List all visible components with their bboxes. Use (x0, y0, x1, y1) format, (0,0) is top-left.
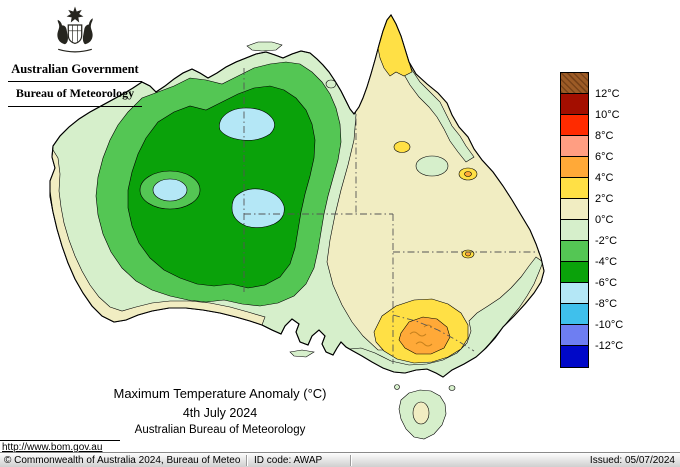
legend-label: -12°C (595, 340, 624, 352)
legend-label: 6°C (595, 151, 614, 163)
legend: 12°C 10°C 8°C 6°C 4°C 2°C 0°C -2°C -4°C -6°C -8°C -… (560, 72, 623, 368)
legend-label: -2°C (595, 235, 618, 247)
legend-swatch-ltm12 (561, 346, 588, 367)
footer-issued: Issued: 05/07/2024 (589, 454, 675, 466)
legend-label: -10°C (595, 319, 624, 331)
legend-swatch-p6_8 (561, 136, 588, 157)
region-lightblue-west (152, 178, 188, 202)
map-source: Australian Bureau of Meteorology (134, 424, 306, 436)
island-kangaroo (289, 349, 315, 358)
island-melville (246, 41, 283, 52)
region-yellow-spot-qld1 (393, 141, 411, 153)
footer-divider (350, 454, 352, 466)
crest-scroll (58, 48, 92, 53)
legend-label: 4°C (595, 172, 614, 184)
crest-star (66, 6, 84, 23)
footer-divider (246, 454, 248, 466)
legend-swatch-m2_0 (561, 220, 588, 241)
legend-label: 0°C (595, 214, 614, 226)
agency-title: Bureau of Meteorology (8, 82, 142, 107)
legend-label: 8°C (595, 130, 614, 142)
island-groote (325, 79, 337, 89)
footer-copyright: © Commonwealth of Australia 2024, Bureau… (4, 454, 240, 466)
region-darkgreen-core (127, 85, 316, 289)
footer-id-code: ID code: AWAP (254, 454, 323, 466)
legend-swatch-gt12 (561, 73, 588, 94)
legend-swatch-m6_m4 (561, 262, 588, 283)
legend-bar (560, 72, 589, 368)
header-logo-block: Australian Government Bureau of Meteorol… (8, 4, 142, 107)
legend-swatch-p4_6 (561, 157, 588, 178)
region-tasmania-cream (412, 401, 430, 425)
url-box: http://www.bom.gov.au (0, 440, 120, 453)
government-title: Australian Government (8, 62, 142, 82)
footer-bar: © Commonwealth of Australia 2024, Bureau… (0, 452, 680, 467)
legend-swatch-m10_m8 (561, 304, 588, 325)
region-lightblue-centre (231, 188, 285, 228)
map-title: Maximum Temperature Anomaly (°C) (113, 386, 327, 401)
crest-shield-lines (68, 24, 82, 42)
region-palegreen-ne-coast (398, 55, 475, 163)
legend-swatch-p8_10 (561, 115, 588, 136)
crest-kangaroo (57, 19, 68, 45)
map-date: 4th July 2024 (182, 406, 258, 420)
legend-swatch-p10_12 (561, 94, 588, 115)
legend-label: -4°C (595, 256, 618, 268)
legend-label: 12°C (595, 88, 620, 100)
island-king (394, 384, 400, 390)
coastline (49, 14, 545, 378)
legend-label: 2°C (595, 193, 614, 205)
region-palegreen-qld-blob (415, 155, 449, 177)
legend-swatch-m4_m2 (561, 241, 588, 262)
border-nsw-vic (392, 314, 475, 352)
island-flinders (448, 385, 456, 391)
coat-of-arms (57, 6, 93, 53)
crest-shield (67, 24, 83, 45)
legend-label: -8°C (595, 298, 618, 310)
title-block: Maximum Temperature Anomaly (°C) 4th Jul… (18, 386, 422, 436)
orange-core-texture (409, 324, 433, 347)
region-orange-spot-qld2 (464, 171, 472, 177)
legend-swatch-p2_4 (561, 178, 588, 199)
crest-emu (82, 18, 93, 45)
legend-swatch-m12_m10 (561, 325, 588, 346)
legend-label: 10°C (595, 109, 620, 121)
legend-label: -6°C (595, 277, 618, 289)
legend-swatch-m8_m6 (561, 283, 588, 304)
legend-swatch-p0_2 (561, 199, 588, 220)
region-orange-spot-nsw (465, 251, 471, 257)
region-lightblue-north (219, 107, 275, 141)
state-borders (243, 68, 540, 364)
bom-url: http://www.bom.gov.au (2, 442, 103, 453)
